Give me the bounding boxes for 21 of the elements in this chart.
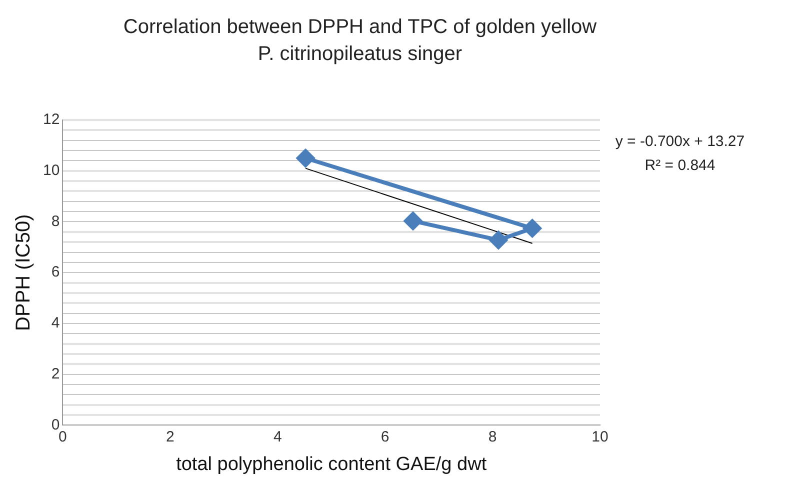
text: R² = 0.844 xyxy=(644,156,716,176)
x-tick-label: 2 xyxy=(166,428,174,446)
chart-title: Correlation between DPPH and TPC of golden yellow P. citrinopileatus singer xyxy=(122,15,598,67)
y-tick-label: 12 xyxy=(42,111,60,128)
x-tick-label: 10 xyxy=(592,428,608,446)
y-axis-title: DPPH (IC50) xyxy=(12,214,35,331)
y-tick-label: 6 xyxy=(51,264,60,281)
text: y = -0.700x + 13.27 xyxy=(614,132,746,152)
point xyxy=(296,149,315,168)
x-tick-label: 8 xyxy=(488,428,497,446)
x-tick-label: 6 xyxy=(380,428,390,446)
y-tick-label: 2 xyxy=(51,365,60,382)
point xyxy=(489,231,508,250)
point xyxy=(404,212,422,230)
x-axis-title: total polyphenolic content GAE/g dwt xyxy=(176,454,488,475)
y-tick-label: 0 xyxy=(51,416,60,434)
y-tick-label: 10 xyxy=(42,162,60,180)
point xyxy=(523,219,542,238)
x-tick-label: 4 xyxy=(273,428,282,446)
y-tick-label: 4 xyxy=(51,314,60,332)
y-tick-label: 8 xyxy=(51,212,60,230)
